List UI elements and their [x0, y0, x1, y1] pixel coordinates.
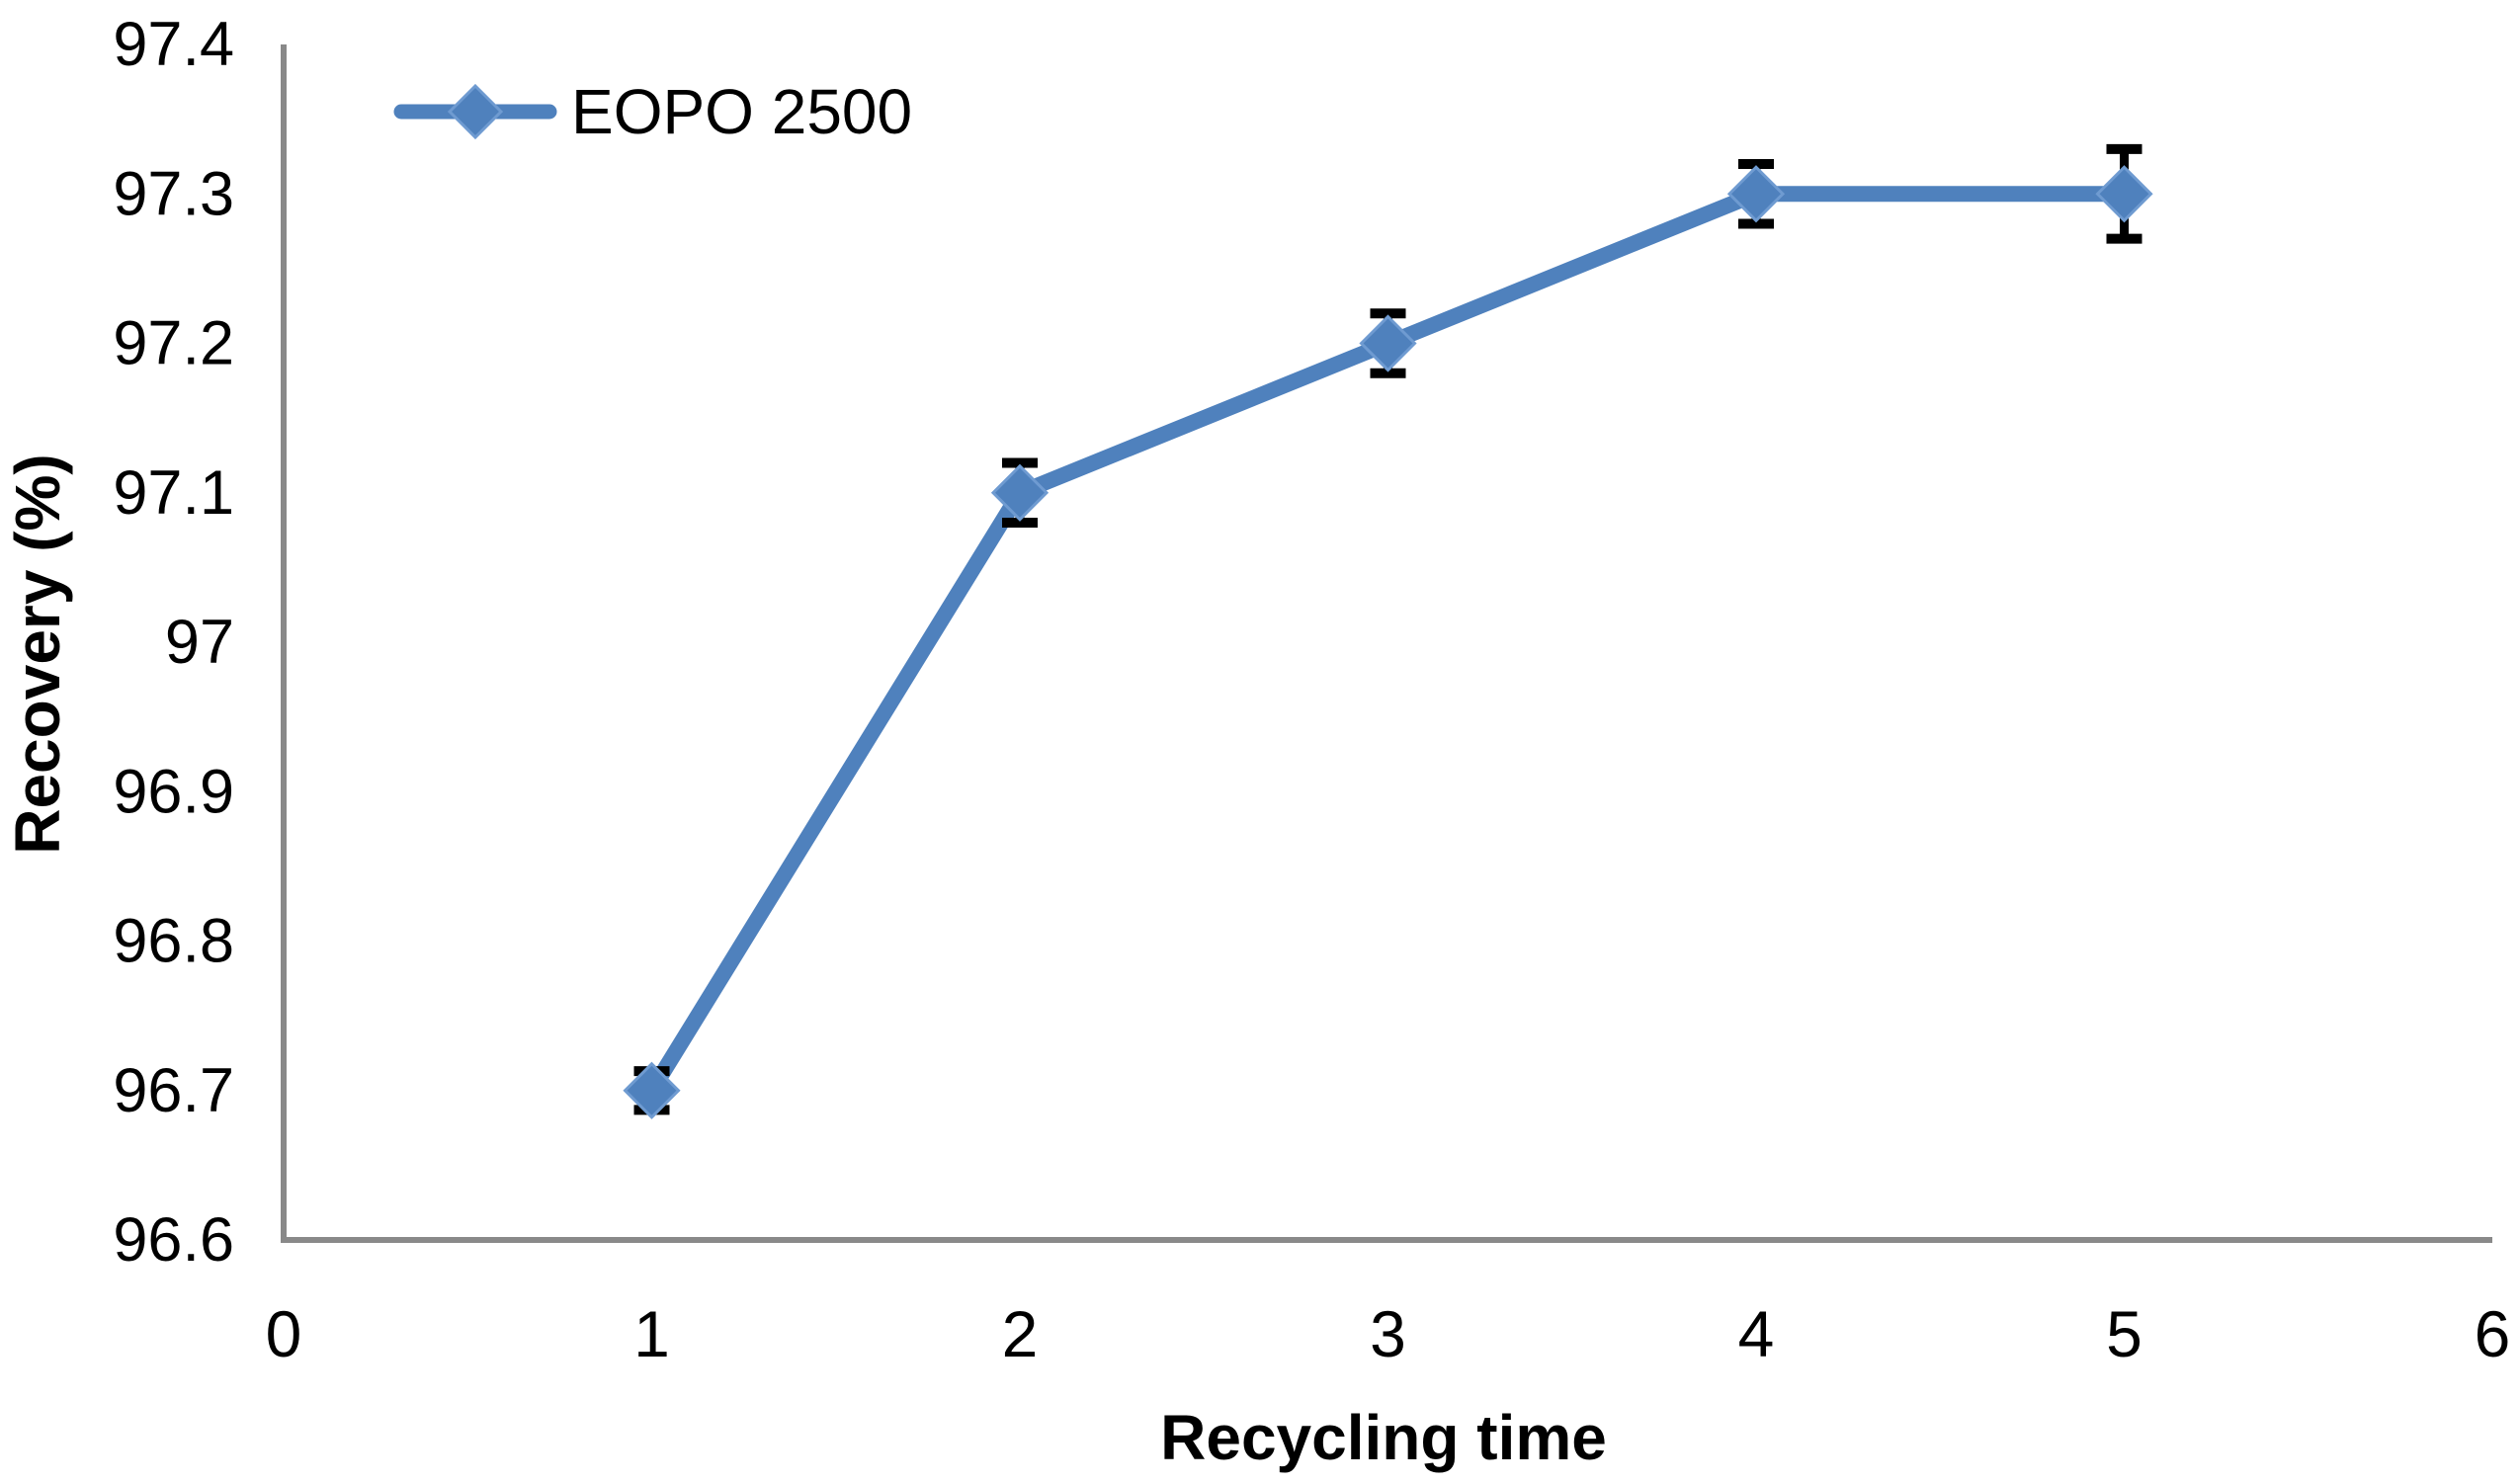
legend-marker-icon	[447, 83, 504, 140]
data-point-marker	[1726, 165, 1786, 223]
y-tick-label: 97.3	[113, 159, 234, 228]
legend-label: EOPO 2500	[571, 76, 913, 147]
x-tick-label: 1	[633, 1297, 670, 1370]
y-tick-label: 97.1	[113, 458, 234, 528]
y-tick-label: 96.7	[113, 1056, 234, 1125]
y-tick-label: 96.6	[113, 1205, 234, 1275]
y-tick-label: 97.4	[113, 10, 234, 79]
y-tick-label: 96.8	[113, 907, 234, 976]
data-point-marker	[1359, 314, 1417, 372]
data-point-marker	[2095, 165, 2153, 223]
x-tick-label: 4	[1738, 1297, 1775, 1370]
data-point-marker	[623, 1061, 681, 1119]
x-tick-label: 2	[1002, 1297, 1039, 1370]
data-point-marker	[990, 463, 1050, 522]
y-axis-title: Recovery (%)	[2, 453, 73, 855]
x-tick-label: 0	[266, 1297, 302, 1370]
y-tick-label: 96.9	[113, 757, 234, 826]
y-tick-label: 97	[165, 608, 234, 677]
x-tick-label: 6	[2475, 1297, 2511, 1370]
x-tick-label: 5	[2106, 1297, 2142, 1370]
x-tick-label: 3	[1370, 1297, 1406, 1370]
x-axis-title: Recycling time	[1160, 1402, 1607, 1473]
y-tick-label: 97.2	[113, 309, 234, 378]
